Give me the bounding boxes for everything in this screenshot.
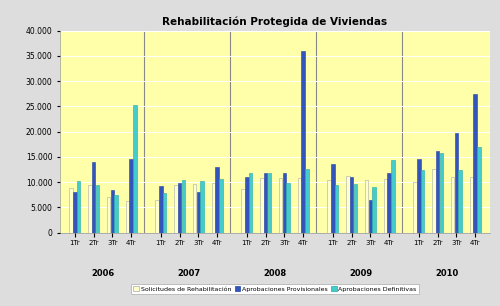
- Legend: Solicitudes de Rehabilitación, Aprobaciones Provisionales, Aprobaciones Definiti: Solicitudes de Rehabilitación, Aprobacio…: [131, 284, 419, 294]
- Bar: [440, 153, 443, 233]
- Bar: [260, 178, 264, 233]
- Bar: [182, 180, 185, 233]
- Text: 2008: 2008: [264, 269, 286, 278]
- Bar: [96, 185, 99, 233]
- Bar: [268, 174, 271, 233]
- Bar: [421, 170, 424, 233]
- Bar: [126, 201, 129, 233]
- Bar: [286, 183, 290, 233]
- Bar: [107, 197, 110, 233]
- Bar: [114, 195, 118, 233]
- Bar: [77, 181, 80, 233]
- Bar: [470, 177, 473, 233]
- Bar: [368, 200, 372, 233]
- Bar: [73, 192, 76, 233]
- Title: Rehabilitación Protegida de Viviendas: Rehabilitación Protegida de Viviendas: [162, 17, 388, 27]
- Bar: [159, 186, 162, 233]
- Bar: [331, 164, 334, 233]
- Bar: [88, 185, 92, 233]
- Bar: [298, 178, 301, 233]
- Bar: [474, 94, 477, 233]
- Bar: [365, 180, 368, 233]
- Bar: [178, 183, 182, 233]
- Bar: [279, 178, 282, 233]
- Bar: [245, 177, 248, 233]
- Bar: [242, 188, 245, 233]
- Bar: [302, 51, 305, 233]
- Bar: [305, 170, 308, 233]
- Bar: [130, 159, 133, 233]
- Bar: [163, 193, 166, 233]
- Bar: [92, 162, 96, 233]
- Bar: [391, 160, 394, 233]
- Bar: [110, 190, 114, 233]
- Bar: [388, 174, 391, 233]
- Bar: [200, 181, 204, 233]
- Bar: [417, 159, 420, 233]
- Bar: [350, 177, 354, 233]
- Text: 2010: 2010: [436, 269, 458, 278]
- Bar: [335, 185, 338, 233]
- Bar: [328, 180, 331, 233]
- Bar: [372, 187, 376, 233]
- Bar: [384, 178, 387, 233]
- Bar: [133, 105, 136, 233]
- Bar: [156, 200, 159, 233]
- Bar: [249, 174, 252, 233]
- Bar: [212, 183, 215, 233]
- Bar: [354, 184, 357, 233]
- Bar: [282, 174, 286, 233]
- Bar: [70, 188, 73, 233]
- Bar: [436, 151, 440, 233]
- Text: 2009: 2009: [350, 269, 372, 278]
- Text: 2007: 2007: [178, 269, 201, 278]
- Bar: [216, 167, 219, 233]
- Bar: [432, 170, 436, 233]
- Bar: [451, 177, 454, 233]
- Bar: [196, 192, 200, 233]
- Bar: [458, 170, 462, 233]
- Bar: [477, 147, 480, 233]
- Bar: [454, 132, 458, 233]
- Bar: [193, 184, 196, 233]
- Bar: [414, 182, 417, 233]
- Bar: [174, 185, 178, 233]
- Bar: [264, 174, 268, 233]
- Text: 2006: 2006: [92, 269, 114, 278]
- Bar: [346, 176, 350, 233]
- Bar: [219, 178, 222, 233]
